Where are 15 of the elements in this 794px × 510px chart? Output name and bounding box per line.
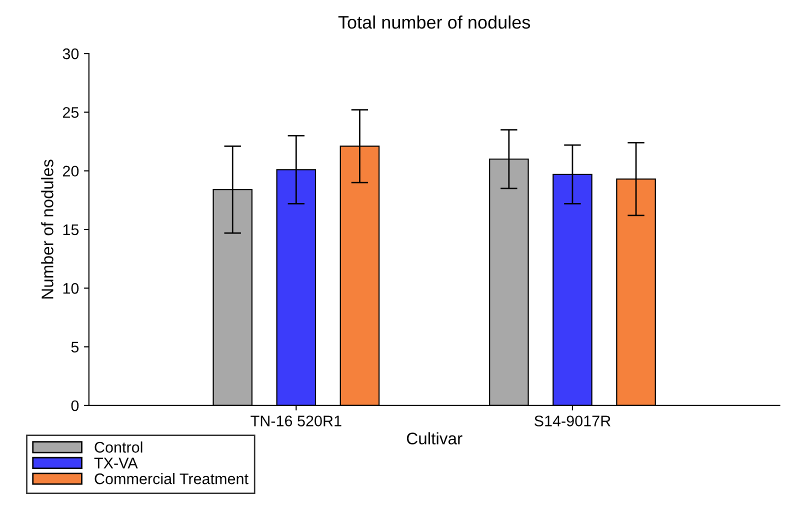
y-tick-label: 20 — [62, 166, 79, 177]
y-tick-label: 15 — [63, 224, 79, 236]
x-axis-title: Cultivar — [406, 432, 462, 444]
y-tick-label: 10 — [63, 283, 79, 294]
y-axis-title: Number of nodules — [41, 160, 54, 299]
legend-label: Commercial Treatment — [94, 473, 248, 484]
x-tick-label: TN-16 520R1 — [250, 416, 342, 426]
y-tick-label: 25 — [62, 107, 79, 118]
y-tick-label: 0 — [71, 400, 79, 412]
y-tick-label: 5 — [71, 342, 79, 352]
y-tick-label: 30 — [62, 48, 79, 60]
x-tick-label: S14-9017R — [534, 416, 610, 426]
legend-label: Control — [94, 441, 142, 453]
legend-label: TX-VA — [94, 458, 138, 468]
chart-title: Total number of nodules — [338, 15, 530, 29]
